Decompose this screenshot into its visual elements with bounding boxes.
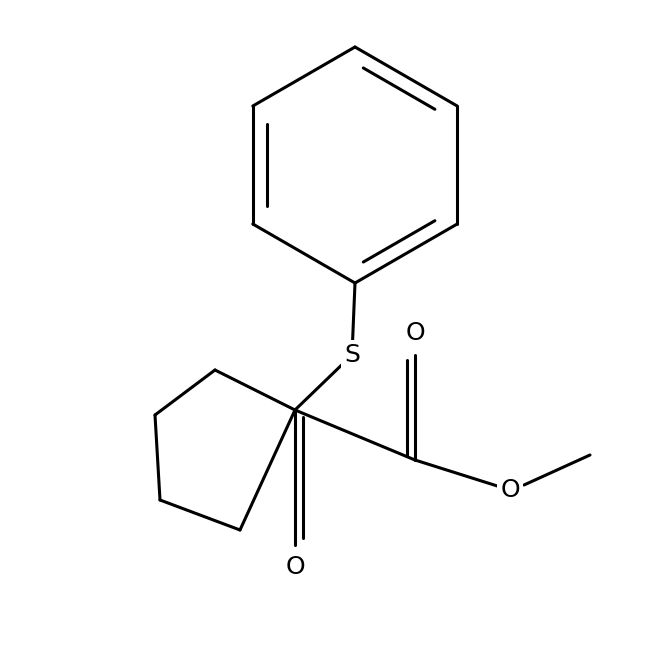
Text: O: O: [405, 321, 425, 345]
Text: O: O: [500, 478, 520, 502]
Text: S: S: [344, 343, 360, 367]
Text: O: O: [285, 555, 305, 579]
